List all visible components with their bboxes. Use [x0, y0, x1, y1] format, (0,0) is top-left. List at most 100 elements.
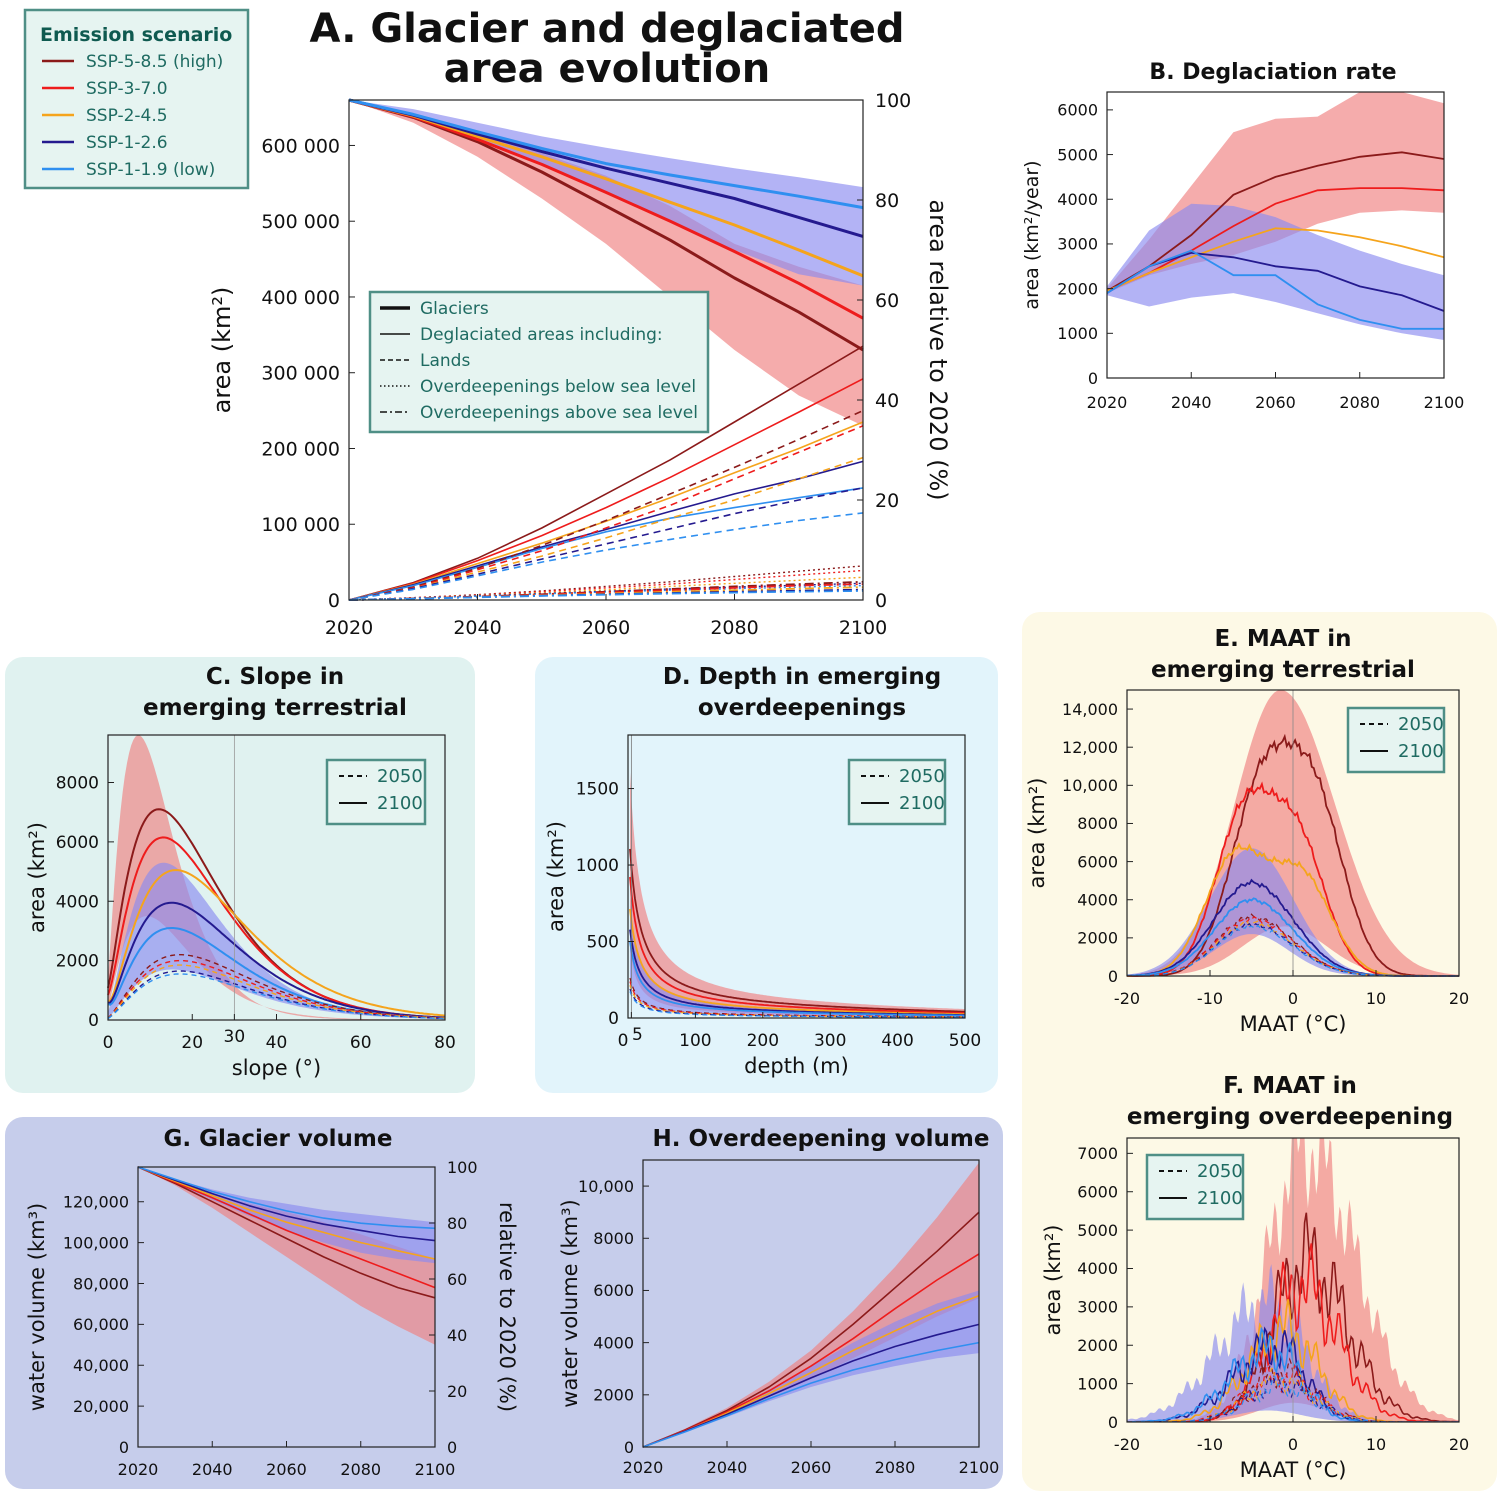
y-tick-label: 0: [88, 1011, 99, 1031]
chart-title-D: D. Depth in emerging overdeepenings: [663, 664, 941, 721]
inset-legend-F: 2050 2100: [1145, 1153, 1245, 1221]
x-axis-label: slope (°): [232, 1056, 321, 1080]
y-tick-label: 10,000: [578, 1177, 634, 1196]
y-axis-label: water volume (km³): [558, 1199, 582, 1407]
bg-panel-ef: [1022, 612, 1497, 1491]
y-tick-label: 0: [119, 1438, 129, 1457]
y-right-axis-label: relative to 2020 (%): [495, 1202, 519, 1412]
legend-label: 2100: [899, 793, 945, 814]
y-axis-label: area (km²): [1025, 778, 1049, 889]
y-tick-label: 2000: [593, 1386, 634, 1405]
x-tick-label: 2100: [1424, 393, 1465, 412]
uncertainty-band: [349, 100, 863, 426]
chart-title-B: B. Deglaciation rate: [1149, 60, 1396, 85]
x-tick-label: 20: [181, 1033, 203, 1053]
chart-title-line: area evolution: [444, 46, 770, 92]
y-right-tick-label: 0: [447, 1438, 457, 1457]
y-tick-label: 100 000: [261, 514, 340, 536]
scenario-legend: Emission scenario SSP-5-8.5 (high) SSP-3-7…: [23, 8, 250, 190]
series-line-ssp370: [1107, 187, 1444, 292]
uncertainty-band: [630, 904, 965, 1018]
series-line-ssp245: [1107, 227, 1444, 292]
series-line-ssp585-2050: [107, 954, 446, 1019]
y-tick-label: 4000: [1077, 890, 1118, 909]
y-right-tick-label: 80: [447, 1214, 467, 1233]
series-line-ssp370-solid: [137, 1166, 436, 1289]
y-tick-label: 4000: [1057, 190, 1098, 209]
x-tick-label: 2060: [266, 1460, 307, 1479]
x-axis-label: depth (m): [744, 1054, 849, 1078]
y-right-tick-label: 20: [447, 1382, 467, 1401]
series-line-ssp119-dotted: [348, 584, 864, 601]
series-line-ssp119-solid: [642, 1341, 980, 1448]
right-axis-A: 0 20 40 60 80 100 area relative to 2020 (%): [857, 90, 952, 612]
series-line-ssp119-dashed: [348, 512, 864, 601]
legend-label: Glaciers: [420, 299, 489, 319]
legend-box: [847, 758, 947, 826]
x-tick-label: 80: [434, 1033, 456, 1053]
series-line-ssp585: [1107, 151, 1444, 292]
y-tick-label: 1000: [1057, 324, 1098, 343]
axes-D: 0 5 100 200 300 400 500 0 500 1000 1500 depth (m) ar…: [544, 734, 981, 1078]
legend-box: [325, 758, 427, 826]
x-tick-label: 5: [632, 1025, 643, 1045]
x-tick-label: 40: [266, 1033, 288, 1053]
x-tick-label: 20: [1449, 1435, 1469, 1454]
chart-title-line: overdeepenings: [698, 695, 906, 721]
series-line-ssp585-2100: [629, 848, 965, 1013]
y-right-tick-label: 60: [875, 290, 899, 312]
uncertainty-band: [108, 862, 445, 1019]
x-tick-label: 0: [1288, 1435, 1298, 1454]
uncertainty-band: [643, 1162, 979, 1447]
legend-label: Deglaciated areas including:: [420, 325, 663, 345]
y-axis-label: area (km²): [544, 821, 568, 932]
chart-title-H: H. Overdeepening volume: [653, 1126, 990, 1152]
chart-title-line: F. MAAT in: [1223, 1073, 1357, 1099]
x-axis-label: MAAT (°C): [1240, 1458, 1347, 1482]
x-tick-label: 2100: [839, 617, 887, 639]
marks-D: [629, 772, 965, 1018]
y-tick-label: 2000: [1077, 1336, 1118, 1355]
legend-label: Overdeepenings above sea level: [420, 403, 698, 423]
series-line-ssp126-dashed: [348, 487, 864, 601]
legend-label: 2100: [377, 793, 423, 814]
y-right-tick-label: 100: [875, 90, 911, 112]
legend-box: [368, 290, 710, 434]
legend-label: 2050: [377, 766, 423, 787]
y-tick-label: 7000: [1077, 1144, 1118, 1163]
x-tick-label: 10: [1366, 989, 1386, 1008]
y-tick-label: 8000: [56, 774, 99, 794]
series-line-ssp585-solid: [137, 1166, 436, 1299]
series-line-ssp585-dashed: [348, 409, 864, 601]
x-tick-label: 100: [679, 1031, 711, 1051]
y-right-tick-label: 60: [447, 1270, 467, 1289]
chart-title-E: E. MAAT in emerging terrestrial: [1151, 626, 1415, 683]
x-tick-label: 2100: [415, 1460, 456, 1479]
y-tick-label: 2000: [1057, 279, 1098, 298]
series-line-ssp370-2050: [629, 981, 965, 1018]
legend-label: 2050: [899, 766, 945, 787]
y-tick-label: 120,000: [63, 1193, 129, 1212]
inset-legend-C: 2050 2100: [325, 758, 427, 826]
series-line-ssp370-solid: [642, 1253, 980, 1448]
y-tick-label: 0: [328, 590, 340, 612]
series-line-ssp245-solid: [137, 1166, 436, 1260]
y-tick-label: 200 000: [261, 438, 340, 460]
right-axis-G: 0 20 40 60 80 100 relative to 2020 (%): [429, 1158, 519, 1457]
y-tick-label: 8000: [1077, 814, 1118, 833]
series-line-ssp119-2050: [629, 991, 965, 1018]
axes-A: 2020 2040 2060 2080 2100 0 100 000 200 000 300 0…: [208, 99, 887, 639]
marks-wrap-B: [1107, 92, 1444, 340]
chart-title-G: G. Glacier volume: [164, 1126, 393, 1152]
chart-title-line: emerging terrestrial: [143, 695, 407, 721]
x-tick-label: 2040: [453, 617, 501, 639]
y-tick-label: 500: [587, 933, 619, 953]
y-axis-label: area (km²/year): [1021, 160, 1043, 309]
y-tick-label: 4000: [56, 892, 99, 912]
series-line-ssp126-solid: [137, 1166, 436, 1242]
chart-title-line: D. Depth in emerging: [663, 664, 941, 690]
y-tick-label: 80,000: [73, 1274, 129, 1293]
x-tick-label: 2060: [791, 1458, 832, 1477]
axes-F: -20 -10 0 10 20 0 1000 2000 3000 4000 5000 6000 7000…: [1041, 1137, 1469, 1482]
